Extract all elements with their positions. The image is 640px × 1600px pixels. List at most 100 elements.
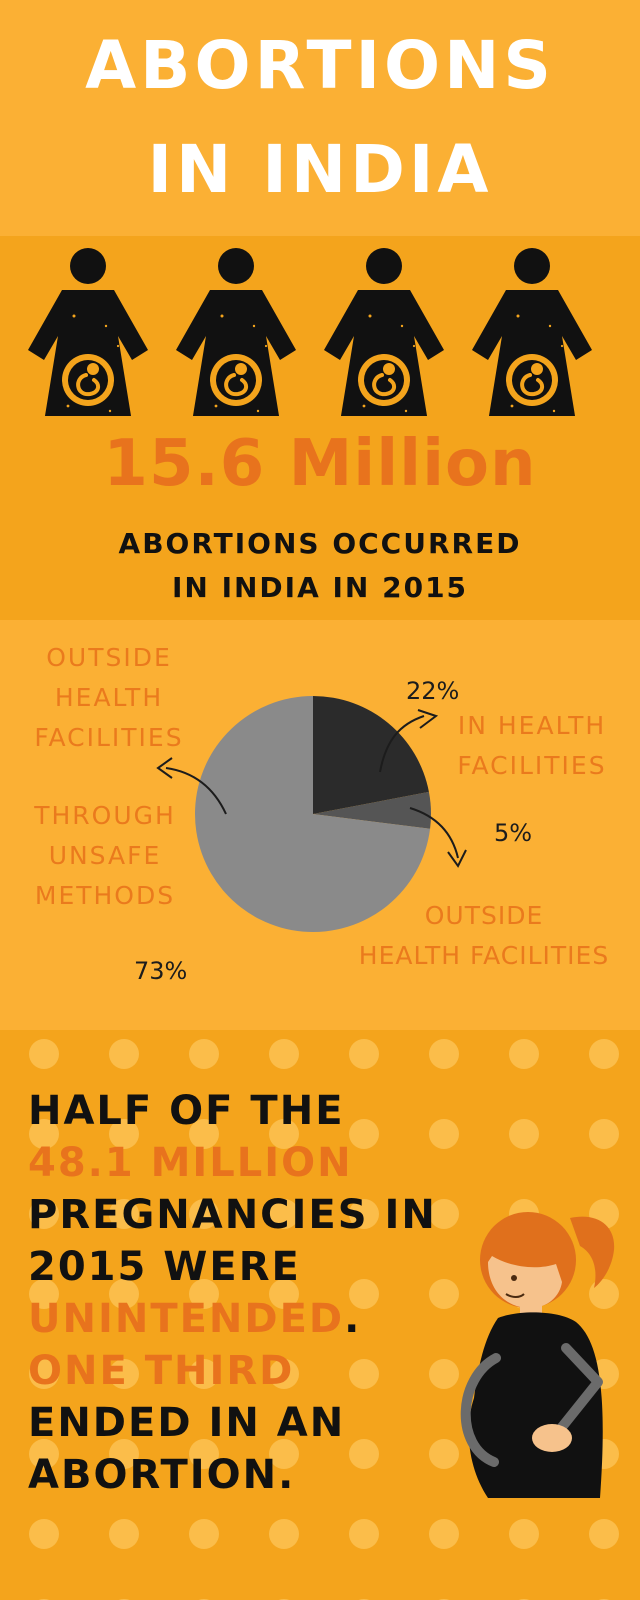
header: ABORTIONS IN INDIA [0,0,640,236]
message-line-text: 48.1 MILLION [28,1140,353,1186]
dot [429,1359,459,1389]
dot [429,1439,459,1469]
dot [29,1119,59,1149]
message-line-text: PREGNANCIES IN [28,1192,437,1238]
dot [29,1279,59,1309]
label-line: THROUGH [34,801,176,830]
dot [429,1279,459,1309]
dot [269,1039,299,1069]
dot [429,1519,459,1549]
label-line: OUTSIDE [424,901,544,930]
dot [189,1199,219,1229]
dot [109,1439,139,1469]
chart-section: OUTSIDE HEALTH FACILITIES THROUGH UNSAFE… [0,620,640,1030]
dot [269,1359,299,1389]
label-in-health: IN HEALTH FACILITIES [440,706,624,786]
label-unsafe-methods: THROUGH UNSAFE METHODS [12,796,198,916]
arrow-icon [156,709,467,868]
label-line: HEALTH FACILITIES [358,941,610,970]
message-line: ABORTION. [28,1448,295,1502]
dot [429,1039,459,1069]
message-line: ONE THIRD [28,1344,294,1398]
dot [269,1519,299,1549]
pregnant-woman-icon [322,246,446,416]
abortion-count: 15.6 Million [103,427,537,501]
pregnant-woman-illustration [460,1212,615,1498]
dot [349,1119,379,1149]
dot [29,1039,59,1069]
title-line-1: ABORTIONS [85,27,555,104]
pct-in-health: 22% [406,677,460,705]
message-line: UNINTENDED. [28,1292,361,1346]
pregnant-woman-icon-row [26,246,594,416]
label-line: UNSAFE [48,841,162,870]
dot [269,1439,299,1469]
message-line-text: ONE THIRD [28,1348,295,1394]
dot [189,1439,219,1469]
dot [349,1199,379,1229]
label-line: IN HEALTH [457,711,607,740]
message-line-text: UNINTENDED [28,1296,345,1342]
dot [269,1279,299,1309]
message-line-text: ABORTION. [28,1452,296,1498]
dot [189,1119,219,1149]
pie-slices [195,696,431,932]
dot [109,1039,139,1069]
dot [29,1519,59,1549]
dot [189,1359,219,1389]
pie-slice-0 [313,696,429,814]
message-line: HALF OF THE [28,1084,345,1138]
dot [349,1039,379,1069]
pie-chart [156,696,467,932]
label-line: METHODS [34,881,176,910]
message-line-text: 2015 WERE [28,1244,301,1290]
label-line: HEALTH [54,683,164,712]
dot [589,1519,619,1549]
pregnant-woman-icon [470,246,594,416]
message-line-text: ENDED IN AN [28,1400,346,1446]
dot [509,1519,539,1549]
dot [109,1279,139,1309]
dot [109,1119,139,1149]
message-line: 2015 WERE [28,1240,301,1294]
dot [429,1119,459,1149]
pregnant-woman-icon [174,246,298,416]
dot [189,1279,219,1309]
title-line-2: IN INDIA [147,131,493,208]
dot [349,1279,379,1309]
stat-caption-line-1: ABORTIONS OCCURRED [118,527,522,560]
pregnant-woman-icon [26,246,150,416]
dot [589,1039,619,1069]
dot [109,1359,139,1389]
dot [349,1439,379,1469]
dot [589,1279,619,1309]
pie-slice-1 [313,791,431,829]
message-line-suffix: . [344,1296,362,1342]
dot [29,1439,59,1469]
label-line: OUTSIDE [46,643,172,672]
dot [29,1199,59,1229]
pct-unsafe: 73% [134,957,188,985]
dot [269,1199,299,1229]
dot [589,1119,619,1149]
dot [429,1199,459,1229]
dot [349,1359,379,1389]
dot [189,1039,219,1069]
dot [349,1519,379,1549]
pie-slice-2 [195,696,431,932]
message-line: PREGNANCIES IN [28,1188,437,1242]
message-line: 48.1 MILLION [28,1136,353,1190]
label-outside-health: OUTSIDE HEALTH FACILITIES [334,896,634,976]
stat-section: 15.6 Million ABORTIONS OCCURRED IN INDIA… [0,236,640,620]
dot [109,1199,139,1229]
label-unsafe-outside: OUTSIDE HEALTH FACILITIES [16,638,202,758]
message-line-text: HALF OF THE [28,1088,345,1134]
message-line: ENDED IN AN [28,1396,345,1450]
label-line: FACILITIES [457,751,607,780]
dot [109,1519,139,1549]
dot [189,1519,219,1549]
stat-caption-line-2: IN INDIA IN 2015 [171,571,469,604]
dot [269,1119,299,1149]
dot [509,1119,539,1149]
